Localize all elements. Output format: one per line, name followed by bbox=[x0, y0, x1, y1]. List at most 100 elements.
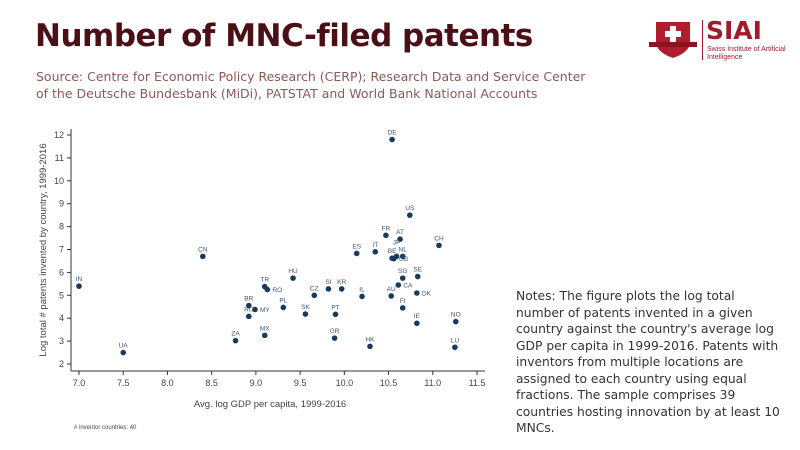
x-tick-label: 7.0 bbox=[73, 378, 86, 388]
data-point-si bbox=[325, 286, 332, 292]
data-point-in bbox=[76, 283, 82, 289]
data-point-fi bbox=[399, 305, 406, 311]
point-label: SE bbox=[413, 267, 422, 274]
y-tick-label: 8 bbox=[59, 222, 64, 232]
data-point-it bbox=[372, 248, 379, 255]
y-axis-label: Log total # patents invented by country,… bbox=[38, 143, 49, 356]
point-label: MX bbox=[260, 325, 270, 332]
data-point-ro bbox=[264, 286, 271, 293]
data-point-mx bbox=[261, 332, 268, 339]
chart-footnote: # inventor countries: 40 bbox=[74, 425, 137, 431]
x-tick-label: 11.0 bbox=[424, 378, 441, 388]
data-point-cn bbox=[200, 253, 206, 260]
siai-logo: SIAI Swiss Institute of Artificial Intel… bbox=[648, 18, 793, 64]
point-label: CN bbox=[198, 246, 208, 253]
y-tick-label: 2 bbox=[59, 359, 64, 369]
point-label: CZ bbox=[310, 285, 319, 292]
point-label: CA bbox=[403, 282, 413, 289]
y-tick-label: 12 bbox=[54, 130, 64, 140]
y-tick-label: 5 bbox=[59, 290, 64, 300]
x-tick-label: 7.5 bbox=[117, 378, 130, 388]
data-point-hu bbox=[290, 275, 296, 281]
point-label: LU bbox=[451, 337, 460, 344]
data-point-sk bbox=[302, 311, 309, 317]
point-label: GB bbox=[399, 256, 408, 263]
y-tick-label: 9 bbox=[59, 199, 64, 209]
x-tick-label: 8.5 bbox=[205, 378, 218, 388]
data-point-es bbox=[353, 250, 360, 257]
x-tick-label: 10.5 bbox=[380, 378, 398, 388]
logo-text: SIAI bbox=[706, 16, 762, 45]
data-point-no bbox=[452, 318, 459, 325]
data-point-dk bbox=[414, 290, 420, 296]
data-point-ca bbox=[395, 282, 402, 288]
point-label: IE bbox=[414, 313, 421, 320]
data-point-se bbox=[414, 273, 421, 280]
point-label: PL bbox=[279, 297, 287, 304]
point-label: PT bbox=[331, 304, 339, 311]
x-tick-label: 9.0 bbox=[250, 378, 263, 388]
data-point-ch bbox=[436, 242, 442, 249]
x-tick-label: 11.5 bbox=[469, 378, 486, 388]
point-label: AU bbox=[387, 286, 396, 293]
data-point-pt bbox=[332, 311, 339, 318]
point-label: UA bbox=[119, 343, 129, 350]
point-label: BE bbox=[388, 248, 397, 255]
data-point-hk bbox=[367, 343, 373, 350]
notes-text: Notes: The figure plots the log total nu… bbox=[516, 289, 780, 435]
point-label: TR bbox=[260, 277, 269, 284]
point-label: DE bbox=[388, 130, 398, 137]
point-label: CH bbox=[434, 235, 444, 242]
point-label: US bbox=[405, 205, 415, 212]
point-label: SK bbox=[301, 304, 310, 311]
data-point-za bbox=[232, 337, 239, 344]
logo-subtitle: Swiss Institute of Artificial Intelligen… bbox=[707, 46, 786, 61]
point-label: IN bbox=[76, 276, 83, 283]
data-point-de bbox=[389, 136, 395, 143]
data-point-cz bbox=[311, 292, 318, 299]
data-point-at bbox=[397, 236, 403, 242]
data-point-fr bbox=[383, 232, 389, 239]
data-point-au bbox=[388, 293, 395, 299]
point-label: IL bbox=[359, 286, 365, 293]
x-tick-label: 8.0 bbox=[161, 378, 174, 388]
shield-icon bbox=[649, 22, 697, 58]
point-label: RO bbox=[272, 287, 282, 294]
point-label: JP bbox=[393, 239, 401, 246]
data-point-us bbox=[406, 212, 413, 218]
point-label: ZA bbox=[231, 331, 240, 338]
data-point-br bbox=[246, 302, 252, 309]
data-point-jp bbox=[393, 253, 400, 260]
point-label: SG bbox=[398, 268, 407, 275]
point-label: KR bbox=[337, 279, 346, 286]
data-point-kr bbox=[338, 286, 345, 292]
y-tick-label: 6 bbox=[59, 267, 64, 277]
y-tick-label: 11 bbox=[55, 153, 64, 163]
point-label: GR bbox=[330, 328, 340, 335]
point-label: ES bbox=[352, 243, 361, 250]
point-label: AT bbox=[396, 229, 404, 236]
data-point-ua bbox=[120, 349, 127, 356]
point-label: DK bbox=[422, 291, 432, 298]
point-label: BR bbox=[244, 296, 253, 303]
y-tick-label: 4 bbox=[59, 313, 64, 323]
x-axis-label: Avg. log GDP per capita, 1999-2016 bbox=[194, 399, 346, 410]
data-point-nl bbox=[399, 253, 406, 260]
point-label: FI bbox=[400, 298, 406, 305]
y-tick-label: 10 bbox=[54, 176, 64, 186]
data-point-lu bbox=[452, 344, 458, 351]
data-point-pl bbox=[280, 304, 287, 311]
page-title: Number of MNC-filed patents bbox=[35, 18, 533, 54]
point-label: SI bbox=[325, 279, 331, 286]
scatter-chart: 7.0 7.5 8.0 8.5 9.0 9.5 10.0 10.5 11.0 11.5 2 3 4 5 6 7… bbox=[38, 129, 486, 431]
y-tick-label: 7 bbox=[59, 245, 64, 255]
y-tick-label: 3 bbox=[59, 336, 64, 346]
data-point-sg bbox=[399, 275, 406, 281]
point-label: MY bbox=[260, 307, 270, 314]
point-label: FR bbox=[382, 225, 391, 232]
logo-divider bbox=[702, 20, 703, 60]
x-tick-label: 10.0 bbox=[336, 378, 354, 388]
point-label: HK bbox=[365, 336, 375, 343]
x-tick-label: 9.5 bbox=[294, 378, 307, 388]
point-label: RU bbox=[244, 306, 254, 313]
